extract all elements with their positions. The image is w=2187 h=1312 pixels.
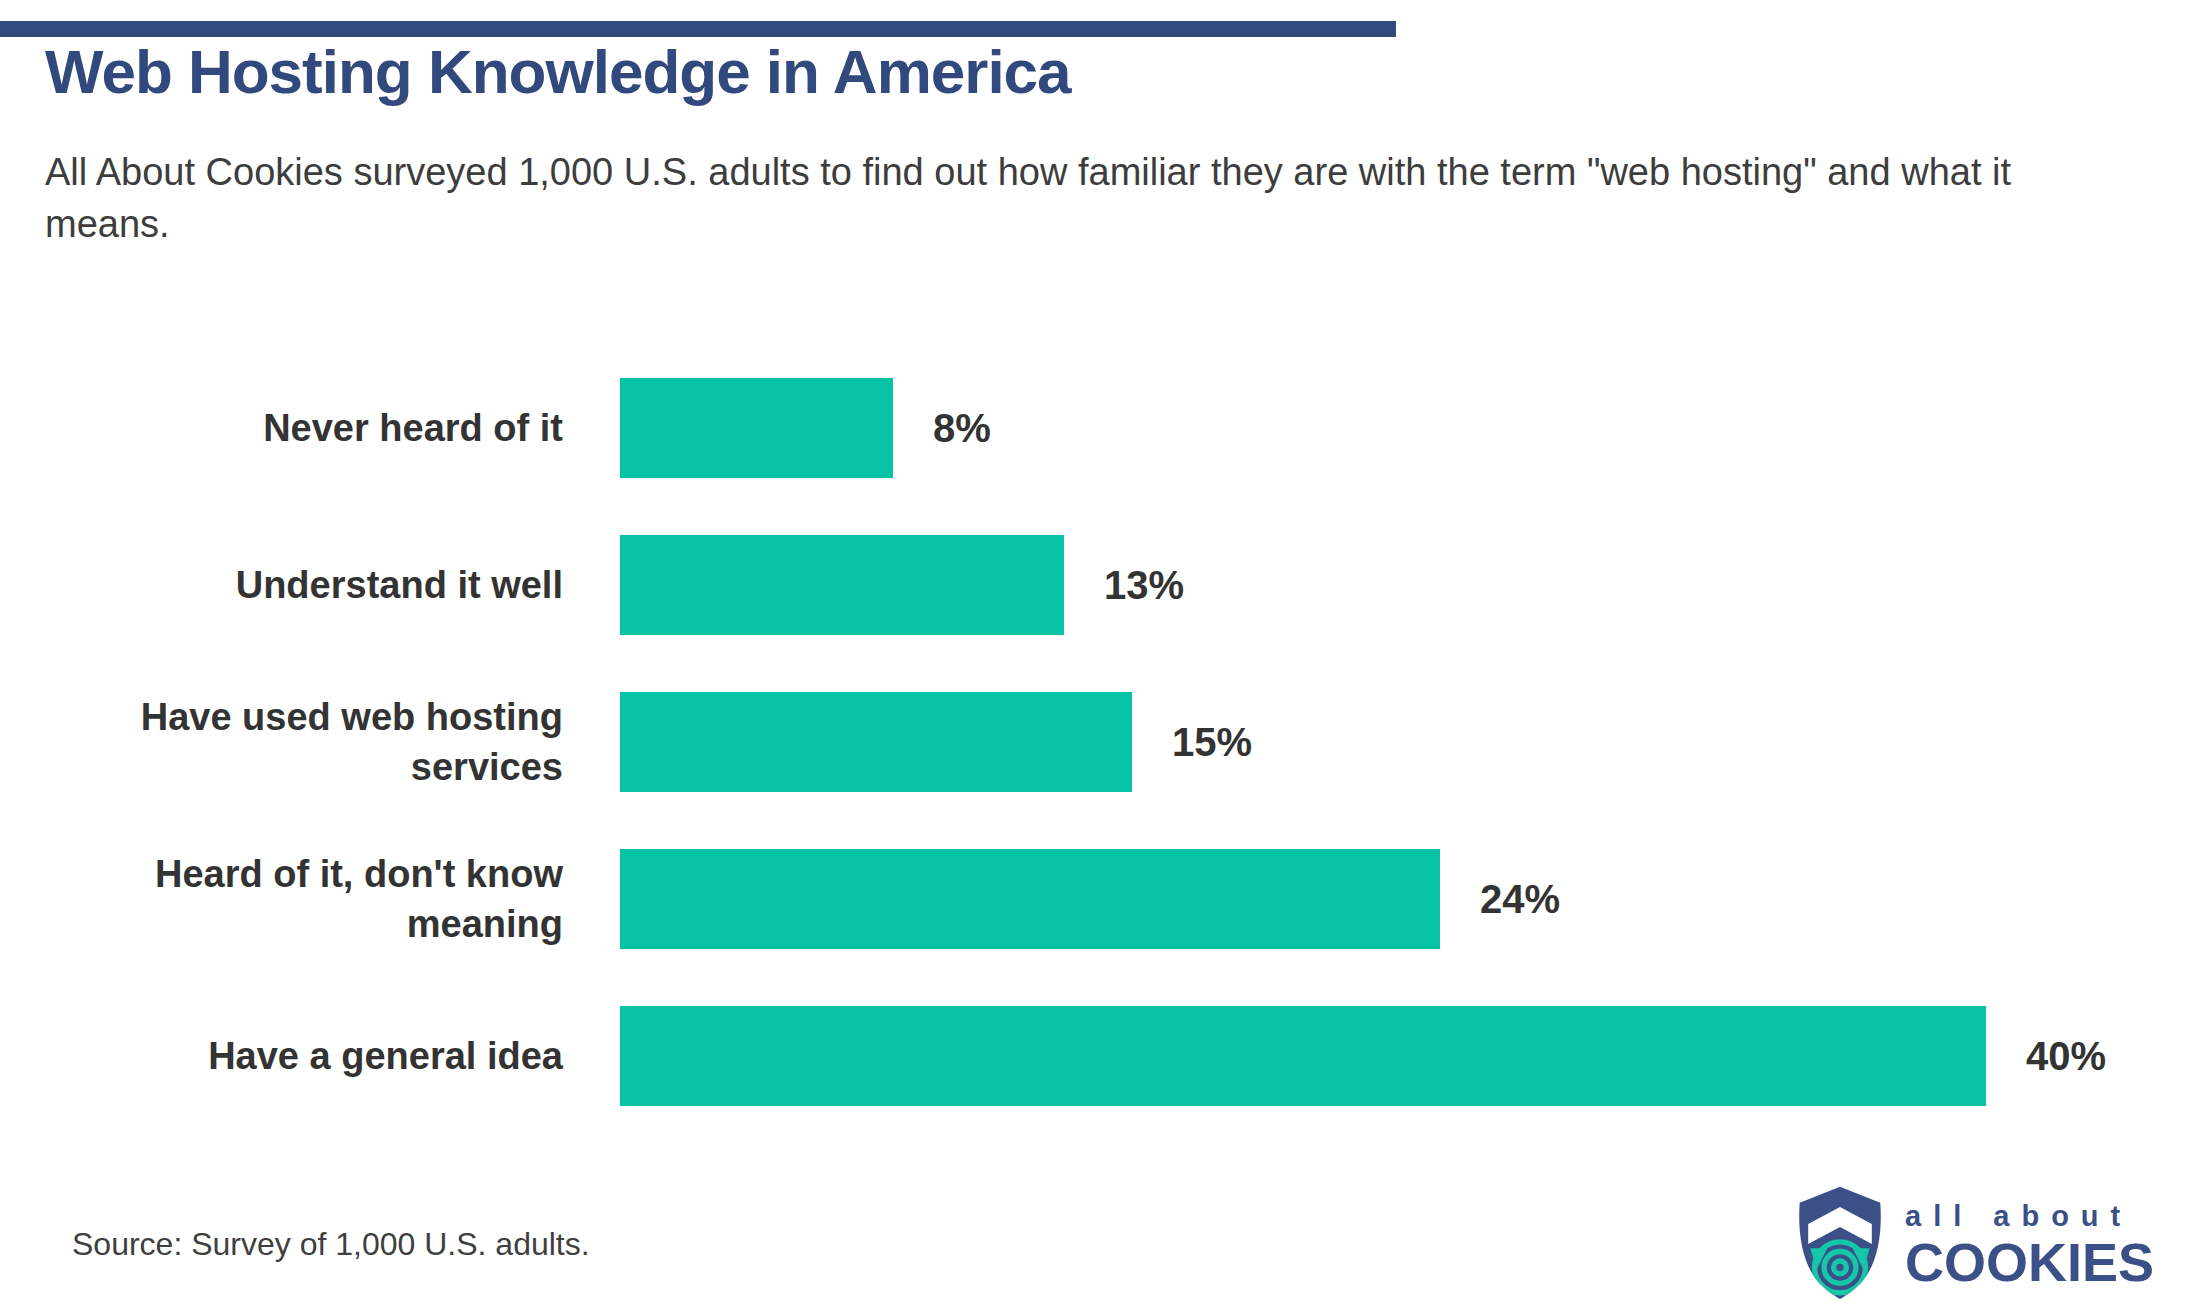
category-label: Never heard of it bbox=[0, 403, 563, 453]
value-label: 40% bbox=[2026, 1034, 2106, 1079]
page-subtitle: All About Cookies surveyed 1,000 U.S. ad… bbox=[45, 146, 2105, 251]
category-label: Have a general idea bbox=[0, 1031, 563, 1081]
chart-row: Heard of it, don't know meaning 24% bbox=[0, 849, 2187, 949]
value-label: 13% bbox=[1104, 563, 1184, 608]
bar-chart: Never heard of it 8% Understand it well … bbox=[0, 378, 2187, 1163]
value-label: 8% bbox=[933, 406, 991, 451]
page-title: Web Hosting Knowledge in America bbox=[45, 36, 1071, 107]
shield-fingerprint-logo-icon bbox=[1787, 1184, 1893, 1306]
chart-row: Have a general idea 40% bbox=[0, 1006, 2187, 1106]
chart-row: Have used web hosting services 15% bbox=[0, 692, 2187, 792]
bar-understand-well bbox=[620, 535, 1064, 635]
value-label: 15% bbox=[1172, 720, 1252, 765]
top-accent-bar bbox=[0, 21, 1396, 37]
bar-never-heard bbox=[620, 378, 893, 478]
category-label: Have used web hosting services bbox=[0, 692, 563, 792]
bar-general-idea bbox=[620, 1006, 1986, 1106]
category-label: Understand it well bbox=[0, 560, 563, 610]
logo-wordmark-top: all about bbox=[1905, 1201, 2154, 1233]
category-label: Heard of it, don't know meaning bbox=[0, 849, 563, 949]
bar-used-services bbox=[620, 692, 1132, 792]
brand-logo: all about COOKIES bbox=[1787, 1184, 2154, 1306]
logo-wordmark-bottom: COOKIES bbox=[1905, 1235, 2154, 1289]
value-label: 24% bbox=[1480, 877, 1560, 922]
infographic-canvas: Web Hosting Knowledge in America All Abo… bbox=[0, 0, 2187, 1312]
chart-row: Understand it well 13% bbox=[0, 535, 2187, 635]
chart-row: Never heard of it 8% bbox=[0, 378, 2187, 478]
bar-heard-dont-know bbox=[620, 849, 1440, 949]
source-note: Source: Survey of 1,000 U.S. adults. bbox=[72, 1226, 590, 1263]
